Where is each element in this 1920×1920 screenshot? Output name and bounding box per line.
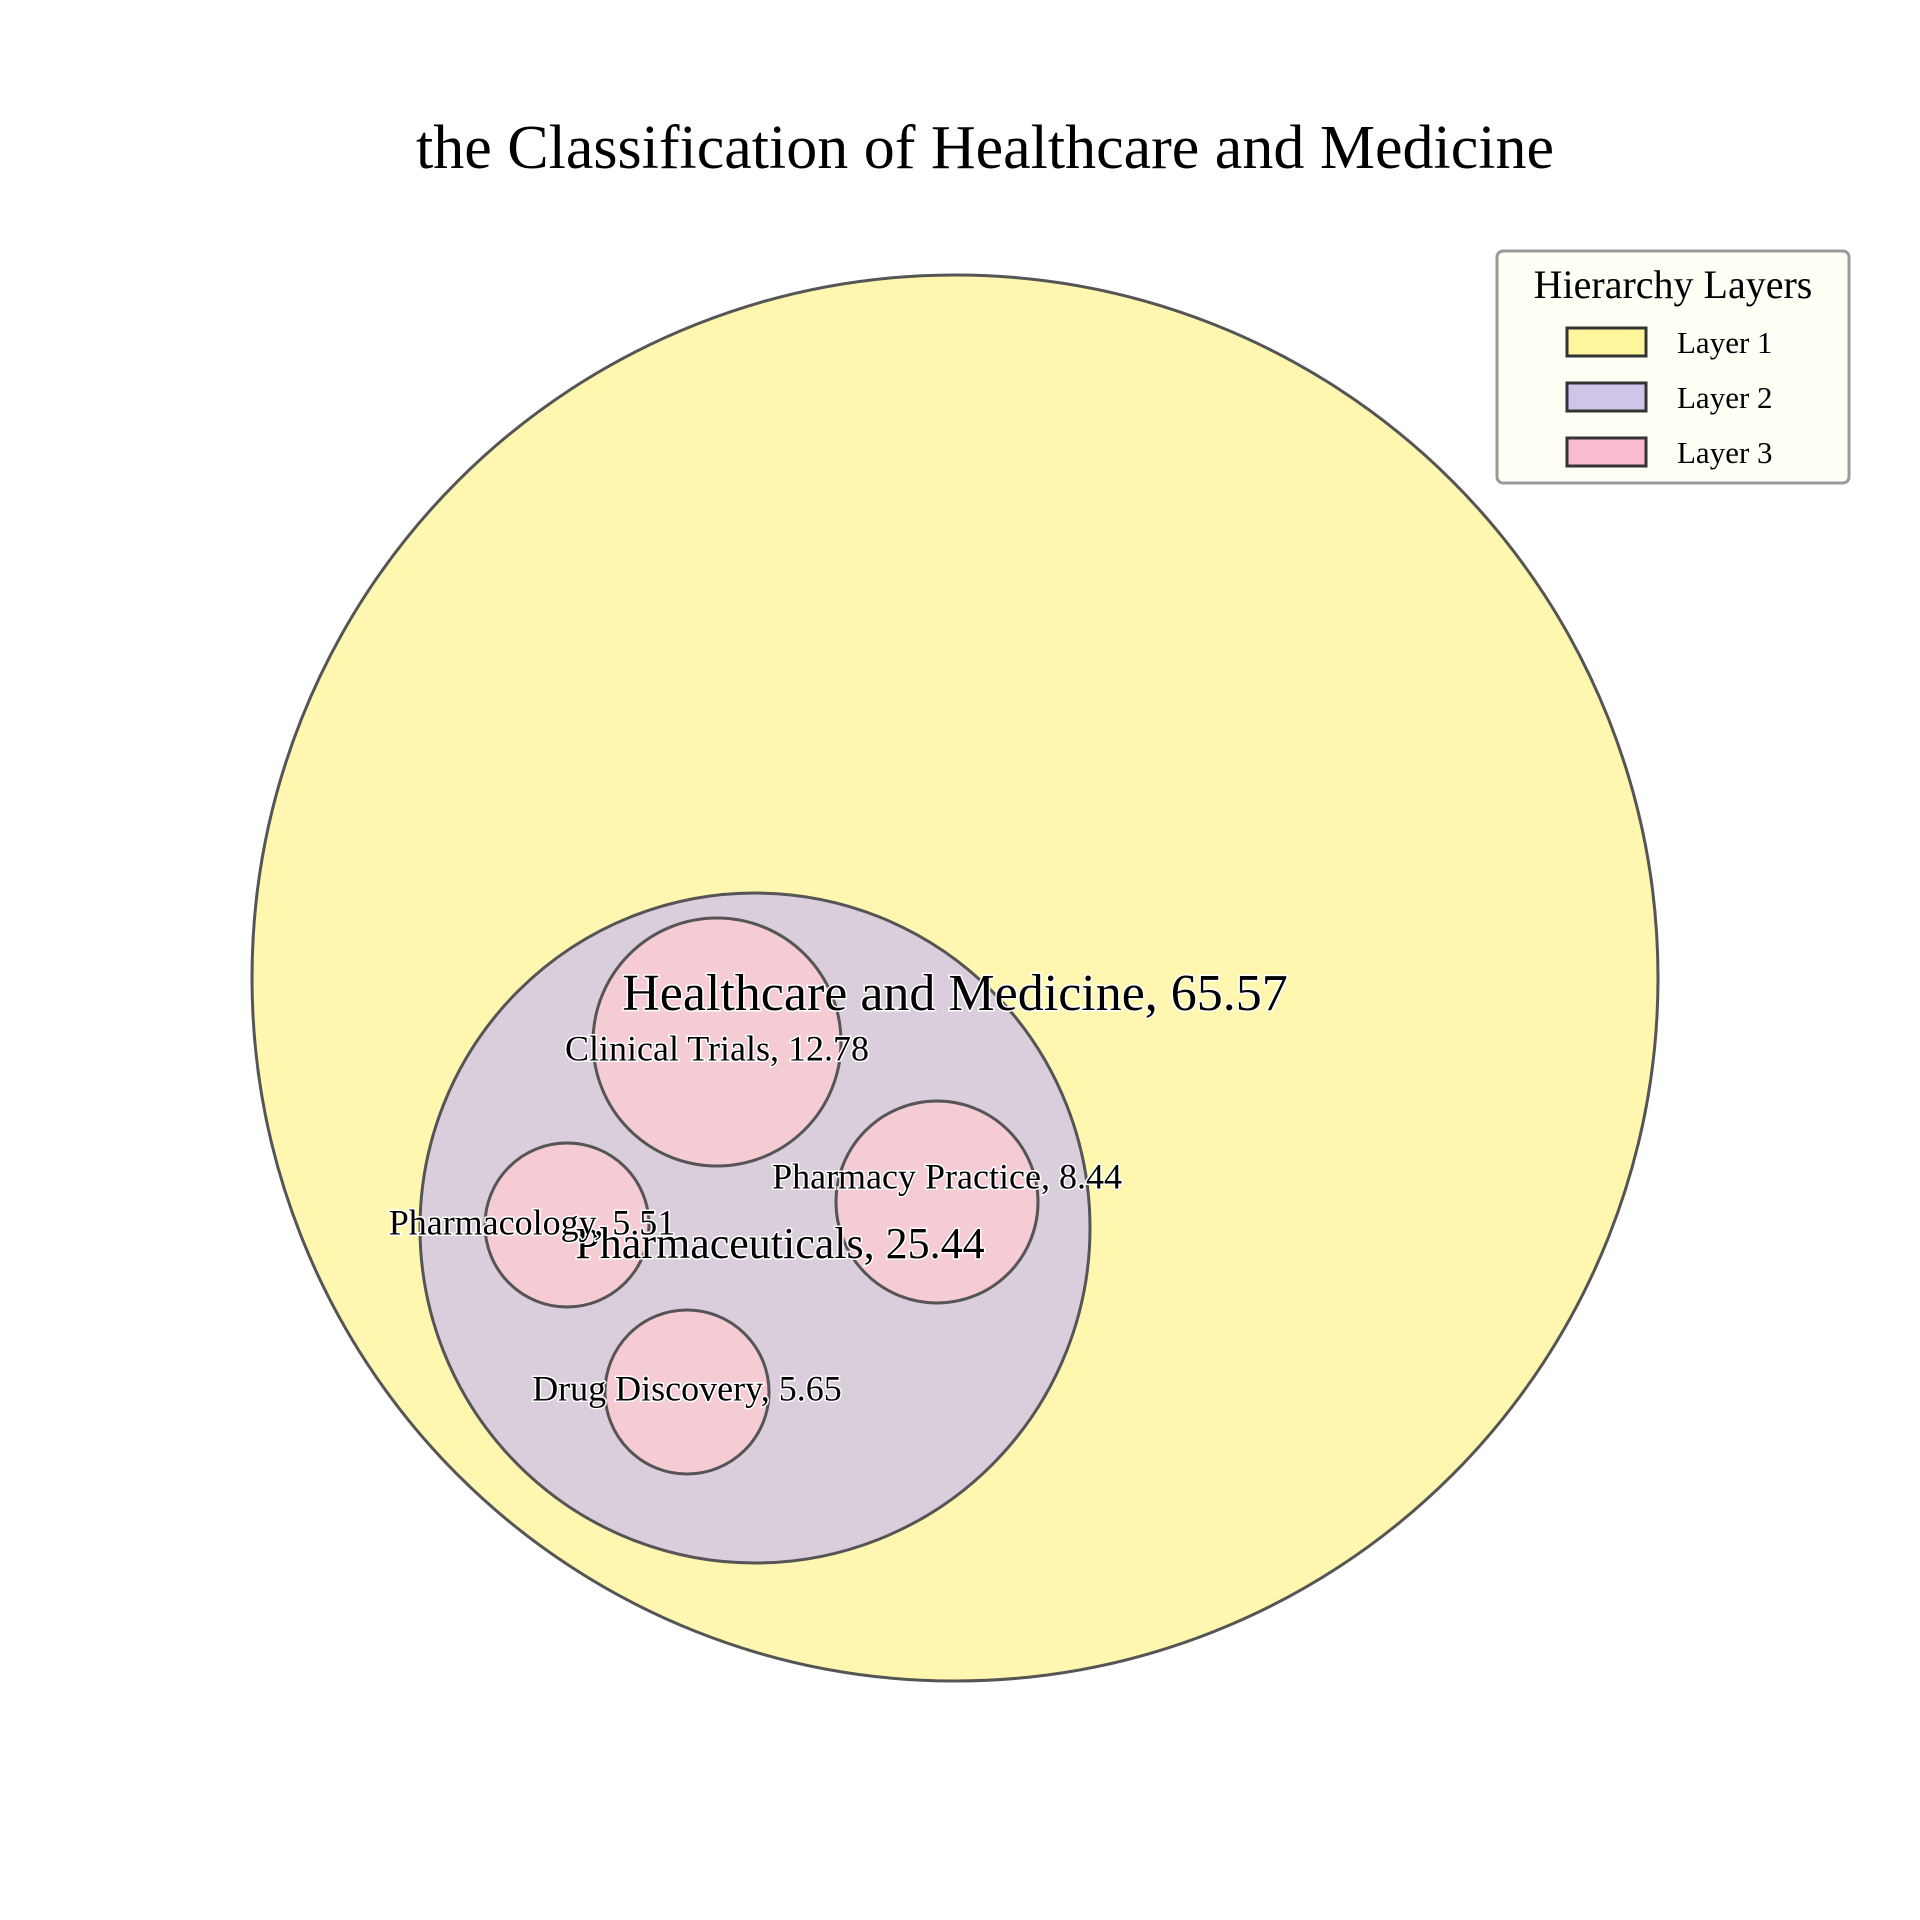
legend-swatch-2 [1565, 381, 1648, 413]
chart-title: the Classification of Healthcare and Med… [416, 114, 1554, 182]
label-discovery: Drug Discovery, 5.65 [532, 1368, 842, 1408]
labels-group: Pharmaceuticals, 25.44 Clinical Trials, 1… [387, 963, 1289, 1409]
label-root: Healthcare and Medicine, 65.57 [622, 965, 1288, 1022]
circle-pharma [418, 891, 1092, 1565]
legend-frame [1495, 249, 1851, 485]
legend-swatch-1 [1565, 326, 1648, 358]
label-practice: Pharmacy Practice, 8.44 [772, 1156, 1122, 1196]
label-clinical: Clinical Trials, 12.78 [565, 1028, 869, 1068]
legend: Hierarchy Layers Layer 1 Layer 2 Layer 3 [1495, 249, 1851, 485]
circle-clinical [591, 916, 843, 1168]
label-pharma: Pharmaceuticals, 25.44 [575, 1219, 984, 1268]
legend-label-3: Layer 3 [1677, 435, 1773, 470]
legend-title: Hierarchy Layers [1534, 262, 1813, 307]
circle-pharmacology [483, 1141, 651, 1309]
legend-label-2: Layer 2 [1677, 380, 1773, 415]
circle-practice [834, 1099, 1040, 1305]
label-pharmacology: Pharmacology, 5.51 [389, 1202, 676, 1242]
legend-entries: Layer 1 Layer 2 Layer 3 [1565, 325, 1773, 470]
legend-swatch-3 [1565, 436, 1648, 468]
legend-label-1: Layer 1 [1677, 325, 1773, 360]
circles-group [250, 273, 1660, 1683]
circle-discovery [603, 1308, 771, 1476]
